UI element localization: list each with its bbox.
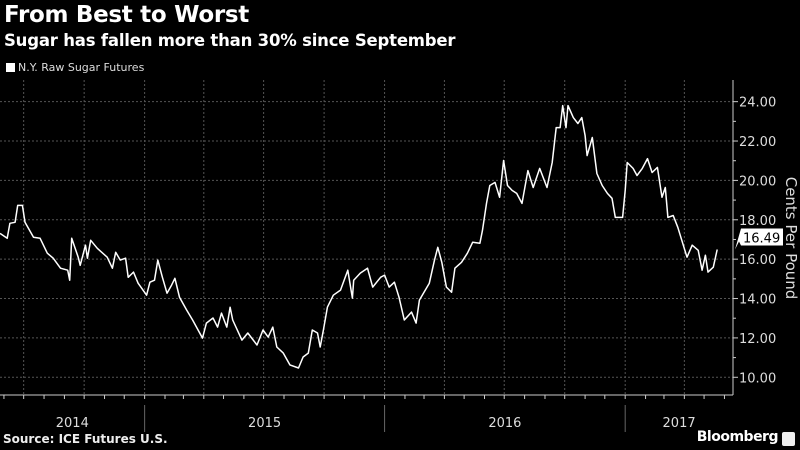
- last-value-box: [735, 228, 783, 250]
- chart-subtitle: Sugar has fallen more than 30% since Sep…: [4, 31, 456, 50]
- x-tick-label: 2014: [56, 416, 89, 431]
- y-tick-label: 10.00: [739, 371, 776, 386]
- y-tick-label: 12.00: [739, 332, 776, 347]
- bloomberg-logo: Bloomberg: [696, 429, 779, 445]
- series-line: [0, 104, 718, 369]
- last-value-marker: 16.49: [735, 228, 783, 250]
- y-axis-label: Cents Per Pound: [782, 177, 800, 300]
- legend-label: N.Y. Raw Sugar Futures: [18, 61, 145, 74]
- legend: N.Y. Raw Sugar Futures: [6, 61, 144, 74]
- y-tick-label: 22.00: [739, 135, 776, 150]
- y-tick-label: 18.00: [739, 214, 776, 229]
- axes: [0, 80, 738, 432]
- bloomberg-terminal-icon: [782, 432, 795, 446]
- x-tick-label: 2017: [663, 416, 696, 431]
- last-value-label: 16.49: [743, 232, 780, 247]
- x-tick-label: 2015: [248, 416, 281, 431]
- x-tick-label: 2016: [488, 416, 521, 431]
- y-tick-label: 16.00: [739, 253, 776, 268]
- legend-swatch: [6, 63, 15, 72]
- y-tick-label: 20.00: [739, 174, 776, 189]
- y-tick-label: 24.00: [739, 96, 776, 111]
- y-tick-label: 14.00: [739, 293, 776, 308]
- source-note: Source: ICE Futures U.S.: [3, 432, 168, 446]
- chart-title: From Best to Worst: [4, 2, 249, 28]
- grid: [0, 80, 733, 395]
- axis-labels: 10.00 12.00 14.00 16.00 18.00 20.00 22.00 24.00…: [56, 96, 776, 431]
